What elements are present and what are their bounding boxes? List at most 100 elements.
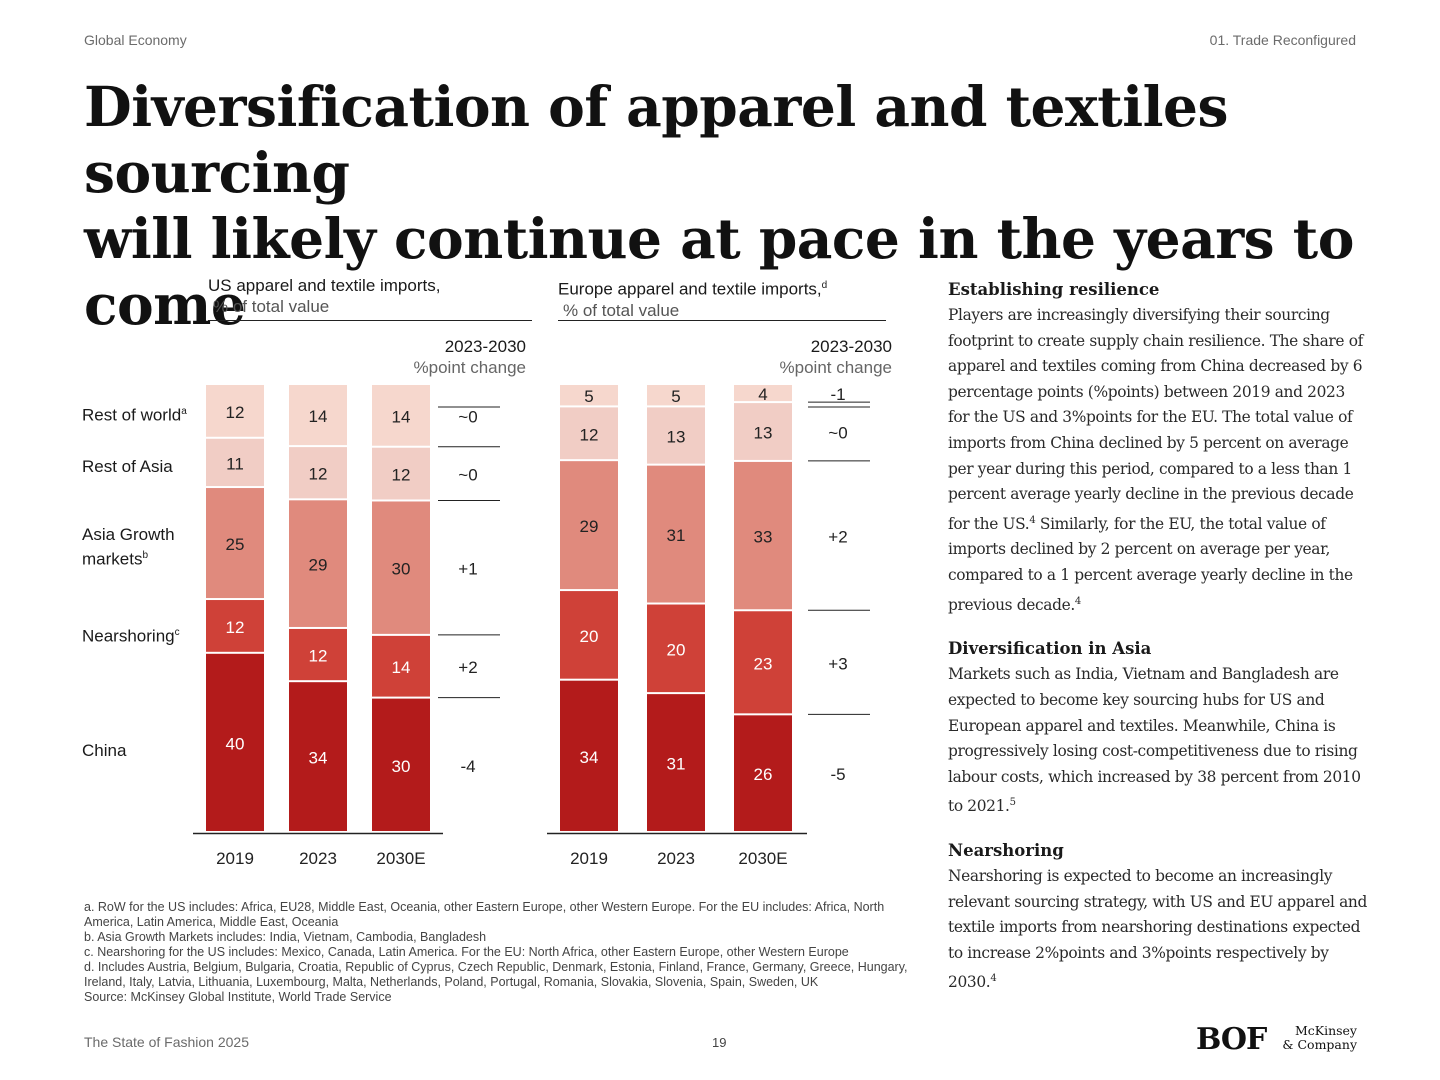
point-change-label: -5 — [830, 765, 845, 784]
us-bar-2023-nearshoring — [289, 628, 347, 681]
data-label: 5 — [584, 387, 593, 406]
us-chart-heading: US apparel and textile imports, % of tot… — [208, 275, 440, 317]
section-title: Nearshoring — [948, 841, 1064, 861]
footnote-b: b. Asia Growth Markets includes: India, … — [84, 930, 487, 944]
data-label: 34 — [309, 749, 328, 768]
row-label-rest-of-asia: Rest of Asia — [82, 457, 173, 476]
footnote-a: a. RoW for the US includes: Africa, EU28… — [84, 900, 885, 929]
us-change-header: 2023-2030 %point change — [396, 336, 526, 378]
section-body: Nearshoring is expected to become an inc… — [948, 867, 1367, 992]
us-change-header-period: 2023-2030 — [444, 337, 526, 356]
eu-change-header: 2023-2030 %point change — [762, 336, 892, 378]
us-bar-2019-rest-of-asia — [206, 438, 264, 487]
row-label-china: China — [82, 741, 127, 760]
data-label: 14 — [309, 407, 328, 426]
data-label: 12 — [226, 618, 245, 637]
us-bar-2030E-nearshoring — [372, 635, 430, 697]
x-tick-label: 2030E — [738, 849, 787, 868]
data-label: 11 — [226, 454, 244, 473]
section-label: Global Economy — [84, 32, 187, 48]
eu-bar-2023-asia-growth — [647, 465, 705, 603]
eu-bar-2019-asia-growth — [560, 461, 618, 590]
data-label: 5 — [671, 387, 680, 406]
point-change-label: ~0 — [458, 466, 477, 485]
us-bar-2019-rest-of-world — [206, 385, 264, 437]
title-line-2: will likely continue at pace in the year… — [84, 206, 1354, 337]
us-bar-2023-asia-growth — [289, 500, 347, 627]
eu-change-header-unit: %point change — [779, 358, 892, 377]
eu-bar-2030E-asia-growth — [734, 461, 792, 610]
point-change-label: +1 — [458, 560, 477, 579]
sidebar-commentary: Establishing resilience Players are incr… — [948, 277, 1368, 1014]
section-title: Establishing resilience — [948, 280, 1160, 299]
data-label: 12 — [580, 425, 599, 444]
eu-bar-2030E-china — [734, 715, 792, 831]
us-change-header-unit: %point change — [413, 358, 526, 377]
data-label: 20 — [580, 627, 599, 646]
section-body: Players are increasingly diversifying th… — [948, 306, 1363, 614]
us-bar-2030E-rest-of-asia — [372, 447, 430, 500]
us-bar-2019-nearshoring — [206, 600, 264, 652]
data-label: 4 — [758, 385, 767, 404]
eu-chart-heading: Europe apparel and textile imports,d % o… — [558, 275, 827, 321]
data-label: 13 — [667, 428, 686, 447]
point-change-label: +2 — [828, 528, 847, 547]
data-label: 23 — [754, 654, 773, 673]
data-label: 29 — [309, 556, 328, 575]
point-change-label: +2 — [458, 658, 477, 677]
data-label: 26 — [754, 765, 773, 784]
x-tick-label: 2019 — [570, 849, 608, 868]
eu-bar-2030E-rest-of-asia — [734, 403, 792, 460]
x-tick-label: 2023 — [657, 849, 695, 868]
eu-bar-2019-nearshoring — [560, 591, 618, 679]
page-number: 19 — [712, 1035, 727, 1050]
eu-bar-2030E-rest-of-world — [734, 385, 792, 402]
data-label: 30 — [392, 560, 411, 579]
section-nearshoring: Nearshoring Nearshoring is expected to b… — [948, 838, 1368, 996]
data-label: 14 — [392, 658, 411, 677]
us-bar-2019-china — [206, 653, 264, 831]
footnotes: a. RoW for the US includes: Africa, EU28… — [84, 900, 924, 1005]
x-tick-label: 2030E — [376, 849, 425, 868]
us-bar-2023-rest-of-world — [289, 385, 347, 446]
data-label: 14 — [392, 407, 411, 426]
data-label: 25 — [226, 535, 245, 554]
title-line-1: Diversification of apparel and textiles … — [84, 74, 1228, 205]
data-label: 12 — [226, 403, 245, 422]
footnote-d: d. Includes Austria, Belgium, Bulgaria, … — [84, 960, 908, 989]
eu-bar-2030E-nearshoring — [734, 611, 792, 714]
point-change-label: ~0 — [828, 424, 847, 443]
us-bar-2030E-rest-of-world — [372, 385, 430, 446]
data-label: 34 — [580, 748, 599, 767]
data-label: 33 — [754, 528, 773, 547]
point-change-label: ~0 — [458, 407, 477, 426]
us-chart-subtitle: % of total value — [213, 297, 330, 316]
us-bar-2019-asia-growth — [206, 488, 264, 599]
eu-bar-2023-nearshoring — [647, 604, 705, 693]
chapter-label: 01. Trade Reconfigured — [1209, 32, 1356, 48]
eu-chart-title: Europe apparel and textile imports, — [558, 279, 822, 299]
section-title: Diversification in Asia — [948, 639, 1152, 659]
us-bar-2023-rest-of-asia — [289, 447, 347, 499]
us-bar-2023-china — [289, 682, 347, 831]
section-body: Markets such as India, Vietnam and Bangl… — [948, 665, 1361, 816]
footnote-c: c. Nearshoring for the US includes: Mexi… — [84, 945, 849, 959]
section-establishing-resilience: Establishing resilience Players are incr… — [948, 277, 1368, 618]
eu-bar-2019-rest-of-asia — [560, 407, 618, 460]
row-label-asia-growth-markets: Asia Growth marketsb — [82, 525, 175, 569]
page-title: Diversification of apparel and textiles … — [84, 74, 1364, 338]
us-bar-2030E-asia-growth — [372, 501, 430, 634]
us-heading-rule — [208, 320, 532, 321]
stacked-bar-charts: 4012251112201934122912142023301430121420… — [193, 385, 870, 868]
data-label: 12 — [392, 466, 411, 485]
data-label: 12 — [309, 465, 328, 484]
eu-title-footnote-mark: d — [821, 280, 828, 291]
point-change-label: -4 — [460, 757, 475, 776]
point-change-label: -1 — [830, 385, 845, 404]
x-tick-label: 2023 — [299, 849, 337, 868]
eu-chart-subtitle: % of total value — [563, 300, 680, 320]
eu-change-header-period: 2023-2030 — [810, 337, 892, 356]
eu-bar-2023-rest-of-world — [647, 385, 705, 406]
eu-bar-2019-china — [560, 680, 618, 831]
data-label: 40 — [226, 734, 245, 753]
